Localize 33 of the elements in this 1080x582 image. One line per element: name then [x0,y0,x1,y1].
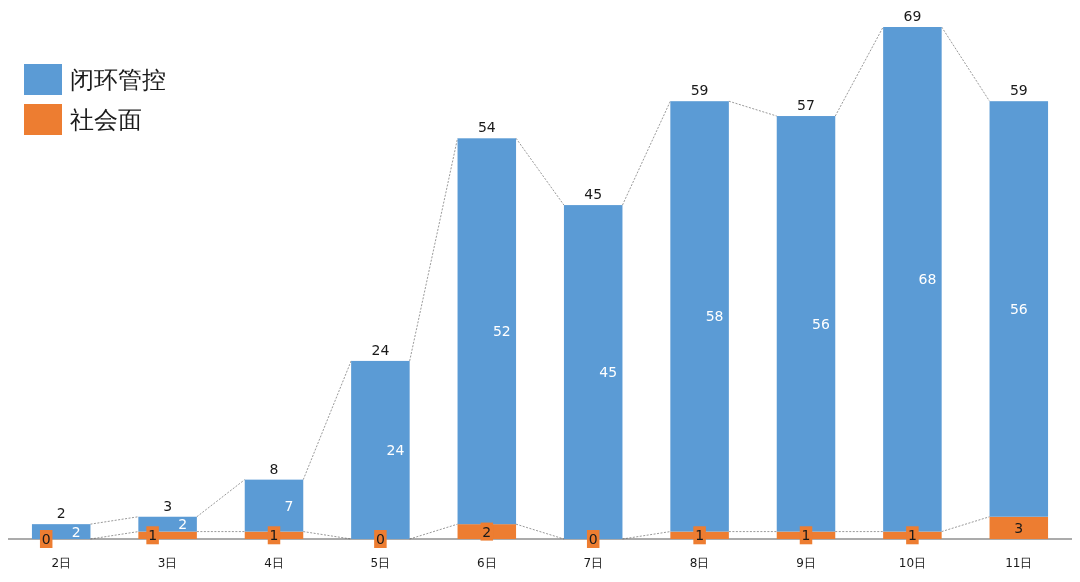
x-tick-label: 4日 [264,556,284,570]
x-tick-label: 2日 [51,556,72,570]
x-tick-label: 7日 [583,556,604,570]
data-label: 7 [284,497,294,514]
data-label: 2 [71,523,81,540]
total-label: 2 [56,505,66,522]
data-label: 3 [1014,519,1024,536]
x-tick-label: 3日 [157,556,178,570]
data-label: 24 [386,441,405,458]
x-tick-label: 6日 [476,556,497,570]
x-tick-label: 11日 [1005,556,1033,570]
x-tick-label: 5日 [370,556,391,570]
x-tick-label: 8日 [689,556,710,570]
total-label: 57 [797,97,815,114]
data-label: 45 [599,364,618,381]
data-label: 56 [1009,300,1028,317]
total-label: 69 [903,8,922,24]
total-label: 54 [477,119,496,136]
legend-label: 社会面 [70,106,142,134]
total-label: 24 [371,341,390,358]
total-label: 45 [584,186,603,203]
data-label: 2 [178,516,188,533]
total-label: 59 [1009,82,1028,99]
legend-label: 闭环管控 [70,66,166,94]
x-tick-label: 9日 [796,556,816,570]
data-label: 52 [492,323,511,340]
data-label: 58 [705,308,724,325]
total-label: 59 [690,82,709,99]
total-label: 8 [269,460,279,477]
data-label: 56 [812,315,830,332]
x-tick-label: 10日 [898,556,927,570]
total-label: 3 [163,497,173,514]
data-label: 68 [918,271,937,288]
